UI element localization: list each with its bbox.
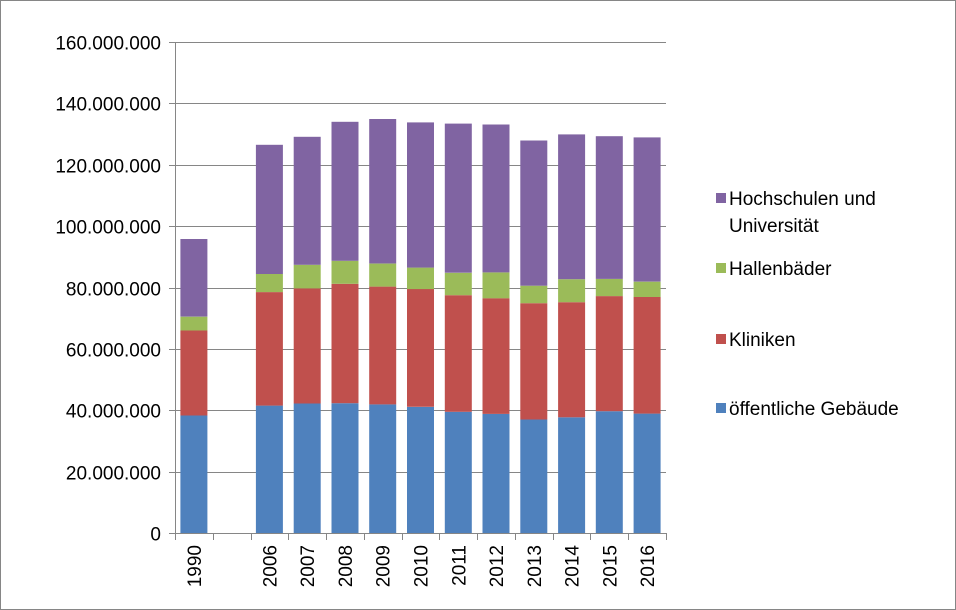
bar-segment — [180, 415, 208, 533]
bar-segment — [180, 316, 208, 331]
bar-segment — [558, 302, 586, 418]
y-tick-label: 0 — [150, 525, 161, 546]
bar-segment — [444, 123, 472, 273]
legend-swatch — [716, 403, 726, 413]
bar-segment — [255, 405, 283, 533]
y-tick-labels: 0 20.000.000 40.000.000 60.000.000 80.000.00… — [55, 34, 161, 546]
bar-segment — [520, 140, 548, 286]
bar-stacks — [180, 119, 661, 533]
bar-segment — [180, 239, 208, 317]
x-tick-label: 2013 — [525, 545, 546, 587]
bar-segment — [633, 281, 661, 297]
bar-segment — [407, 406, 434, 533]
legend-swatch — [716, 263, 726, 273]
bar-segment — [558, 417, 586, 533]
bar-segment — [407, 122, 434, 268]
bar-segment — [482, 298, 510, 414]
y-tick-label: 80.000.000 — [66, 280, 161, 301]
bar-segment — [369, 404, 397, 533]
bar-segment — [595, 136, 623, 279]
legend: Hochschulen und Universität Hallenbäder Kli… — [716, 189, 899, 420]
bar-segment — [407, 289, 434, 407]
bar-segment — [558, 134, 586, 280]
bar-segment — [595, 296, 623, 412]
bar-segment — [633, 413, 661, 533]
x-tick-label: 2006 — [260, 545, 281, 587]
legend-swatch — [716, 334, 726, 344]
bar-segment — [293, 288, 321, 404]
x-tick-label: 2008 — [336, 545, 357, 587]
bar-segment — [293, 264, 321, 289]
bar-segment — [482, 413, 510, 533]
bar-segment — [595, 411, 623, 533]
legend-label: Hochschulen und Universität — [729, 189, 876, 237]
x-tick-label: 2010 — [412, 545, 433, 587]
y-tick-label: 20.000.000 — [66, 464, 161, 485]
bar-segment — [369, 286, 397, 405]
bar-segment — [633, 297, 661, 414]
bar-segment — [444, 295, 472, 412]
bar-segment — [255, 292, 283, 406]
bar-segment — [444, 272, 472, 296]
bar-segment — [520, 419, 548, 533]
bar-segment — [558, 279, 586, 303]
x-tick-label: 2016 — [638, 545, 659, 587]
y-tick-label: 100.000.000 — [55, 218, 161, 239]
bar-segment — [369, 263, 397, 287]
x-tick-labels: 1990 2006 2007 2008 2009 2010 2011 2012 2013 2014… — [185, 545, 659, 588]
axes — [169, 42, 667, 540]
bar-segment — [369, 119, 397, 264]
legend-label: Hallenbäder — [729, 259, 832, 280]
x-tick-label: 1990 — [185, 545, 206, 587]
legend-label: Kliniken — [729, 330, 796, 351]
y-tick-label: 120.000.000 — [55, 157, 161, 178]
x-tick-label: 2012 — [487, 545, 508, 587]
x-tick-label: 2015 — [600, 545, 621, 587]
bar-segment — [444, 411, 472, 533]
bar-segment — [293, 403, 321, 533]
bar-segment — [255, 144, 283, 274]
y-tick-label: 160.000.000 — [55, 34, 161, 55]
y-tick-label: 40.000.000 — [66, 402, 161, 423]
y-tick-label: 140.000.000 — [55, 95, 161, 116]
bar-segment — [482, 124, 510, 273]
bar-segment — [180, 330, 208, 416]
bar-segment — [331, 121, 359, 261]
bar-segment — [482, 272, 510, 299]
x-tick-label: 2014 — [563, 545, 584, 588]
bar-segment — [331, 283, 359, 404]
x-tick-label: 2007 — [298, 545, 319, 587]
bar-segment — [633, 137, 661, 282]
bar-segment — [595, 278, 623, 297]
bar-segment — [331, 403, 359, 533]
bar-segment — [331, 260, 359, 284]
bar-segment — [255, 274, 283, 293]
legend-label: öffentliche Gebäude — [729, 399, 899, 420]
bar-segment — [407, 267, 434, 290]
x-tick-label: 2009 — [374, 545, 395, 587]
bar-segment — [520, 285, 548, 304]
legend-swatch — [716, 193, 726, 203]
bar-segment — [520, 303, 548, 420]
bar-segment — [293, 136, 321, 265]
x-tick-label: 2011 — [449, 545, 470, 586]
y-tick-label: 60.000.000 — [66, 341, 161, 362]
